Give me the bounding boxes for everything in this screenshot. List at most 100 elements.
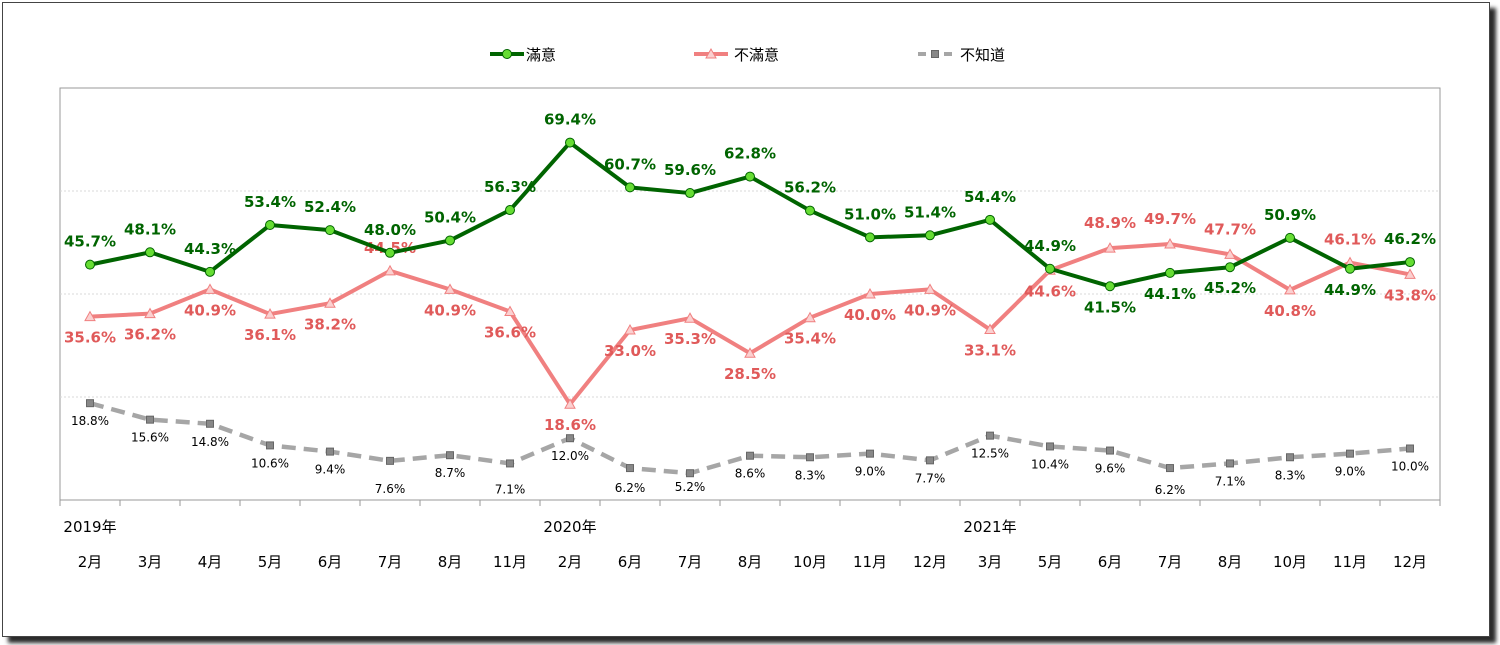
data-point	[924, 283, 936, 294]
data-label: 56.3%	[484, 178, 536, 196]
data-point	[326, 447, 334, 456]
data-label: 38.2%	[304, 315, 356, 333]
data-label: 10.0%	[1391, 460, 1429, 474]
data-point	[626, 464, 634, 473]
x-tick-label: 6月	[618, 553, 643, 571]
data-point	[385, 247, 395, 258]
data-label: 15.6%	[131, 431, 169, 445]
data-label: 41.5%	[1084, 298, 1136, 316]
data-label: 50.4%	[424, 208, 476, 226]
data-label: 7.1%	[1215, 474, 1246, 488]
data-point	[865, 232, 875, 243]
data-label: 50.9%	[1264, 206, 1316, 224]
year-label: 2020年	[543, 518, 596, 536]
data-label: 9.4%	[315, 463, 346, 477]
data-label: 69.4%	[544, 111, 596, 129]
data-point	[266, 441, 274, 450]
data-label: 12.0%	[551, 449, 589, 463]
data-label: 33.1%	[964, 342, 1016, 360]
data-label: 8.3%	[795, 468, 826, 482]
legend-marker	[705, 47, 717, 59]
data-point	[1406, 444, 1414, 453]
data-label: 51.0%	[844, 205, 896, 223]
data-point	[1104, 242, 1116, 253]
data-label: 7.1%	[495, 482, 526, 496]
data-point	[145, 247, 155, 258]
data-label: 10.4%	[1031, 457, 1069, 471]
x-tick-label: 11月	[493, 553, 527, 571]
data-point	[925, 230, 935, 241]
year-label: 2021年	[963, 518, 1016, 536]
data-point	[1165, 267, 1175, 278]
data-point	[686, 469, 694, 478]
data-label: 28.5%	[724, 365, 776, 383]
data-point	[1225, 262, 1235, 273]
series-2: 18.8% 15.6% 14.8% 10.6% 9.4% 7.6% 8.7% 7.1% 12.0…	[71, 399, 1429, 497]
data-point	[325, 225, 335, 236]
legend: 滿意 不滿意 不知道	[490, 46, 1005, 64]
data-point	[1045, 263, 1055, 274]
data-point	[806, 453, 814, 462]
data-point	[205, 266, 215, 277]
data-label: 35.4%	[784, 330, 836, 348]
x-tick-label: 3月	[978, 553, 1003, 571]
data-point	[1046, 442, 1054, 451]
data-label: 44.1%	[1144, 285, 1196, 303]
series-0: 45.7% 48.1% 44.3% 53.4% 52.4% 48.0% 50.4% 56.3%…	[64, 111, 1436, 317]
data-label: 44.6%	[1024, 282, 1076, 300]
data-point	[866, 449, 874, 458]
x-tick-label: 12月	[913, 553, 947, 571]
x-tick-label: 8月	[438, 553, 463, 571]
data-label: 35.6%	[64, 329, 116, 347]
chart-frame: 2019年 2020年 2021年 2月 3月 4月 5月 6月 7月 8月 11月 2月 6月 7月 8月…	[2, 2, 1490, 637]
data-label: 40.9%	[904, 301, 956, 319]
data-point	[1345, 263, 1355, 274]
x-tick-label: 5月	[1038, 553, 1063, 571]
data-point	[564, 398, 576, 409]
data-label: 54.4%	[964, 188, 1016, 206]
data-point	[504, 305, 516, 317]
data-label: 47.7%	[1204, 220, 1256, 238]
data-label: 49.7%	[1144, 210, 1196, 228]
data-label: 36.6%	[484, 324, 536, 342]
x-tick-label: 7月	[378, 553, 403, 571]
data-point	[264, 308, 276, 319]
data-label: 7.7%	[915, 471, 946, 485]
data-point	[446, 451, 454, 460]
data-point	[1105, 281, 1115, 292]
data-label: 12.5%	[971, 447, 1009, 461]
legend-label: 不滿意	[734, 46, 779, 64]
data-label: 36.2%	[124, 326, 176, 344]
data-point	[1224, 248, 1236, 259]
data-point	[1164, 238, 1176, 249]
data-label: 7.6%	[375, 482, 406, 496]
line-chart: 2019年 2020年 2021年 2月 3月 4月 5月 6月 7月 8月 11月 2月 6月 7月 8月…	[59, 46, 1441, 571]
data-point	[505, 205, 515, 216]
x-tick-label: 11月	[853, 553, 887, 571]
data-label: 9.0%	[855, 465, 886, 479]
data-label: 44.3%	[184, 240, 236, 258]
data-label: 40.9%	[184, 301, 236, 319]
data-point	[324, 297, 336, 308]
data-label: 40.9%	[424, 301, 476, 319]
data-label: 52.4%	[304, 198, 356, 216]
data-label: 45.7%	[64, 233, 116, 251]
data-label: 56.2%	[784, 179, 836, 197]
legend-label: 滿意	[526, 46, 556, 64]
data-label: 48.1%	[124, 220, 176, 238]
x-tick-label: 11月	[1333, 553, 1367, 571]
x-tick-label: 2月	[558, 553, 583, 571]
data-point	[206, 419, 214, 428]
data-label: 14.8%	[191, 435, 229, 449]
data-label: 9.6%	[1095, 462, 1126, 476]
data-label: 10.6%	[251, 456, 289, 470]
x-tick-label: 10月	[1273, 553, 1307, 571]
data-point	[625, 182, 635, 193]
data-point	[1286, 453, 1294, 462]
data-label: 8.7%	[435, 466, 466, 480]
data-point	[85, 259, 95, 270]
legend-marker	[931, 50, 939, 58]
data-point	[804, 311, 816, 323]
x-tick-label: 2月	[78, 553, 103, 571]
legend-label: 不知道	[960, 46, 1005, 64]
